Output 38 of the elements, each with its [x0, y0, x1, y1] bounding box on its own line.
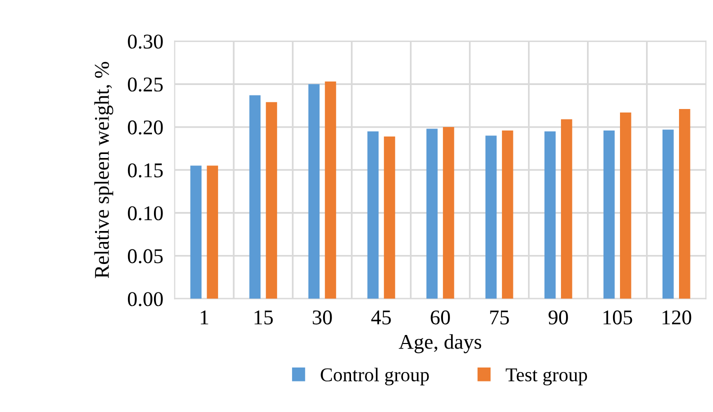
bar: [308, 84, 320, 299]
bar: [442, 127, 454, 299]
legend-label: Control group: [320, 368, 429, 386]
bar: [620, 112, 632, 299]
bar: [662, 130, 674, 299]
y-axis-title: Relative spleen weight, %: [94, 62, 114, 278]
bar: [679, 109, 690, 299]
bar: [603, 130, 615, 299]
x-tick-label: 120: [662, 310, 692, 324]
x-tick-label: 1: [200, 310, 208, 324]
x-axis-title: Age, days: [398, 334, 482, 354]
bar: [544, 131, 556, 299]
bar: [324, 82, 336, 299]
bar: [502, 130, 514, 299]
x-tick-label: 75: [490, 310, 509, 324]
bar: [367, 131, 379, 299]
y-tick-label: 0.15: [128, 163, 163, 178]
legend-label: Test group: [506, 368, 588, 386]
x-tick-label: 105: [604, 310, 632, 324]
x-tick-label: 15: [254, 310, 273, 324]
x-tick-label: 30: [312, 310, 332, 324]
x-tick-label: 90: [548, 310, 568, 324]
y-tick-label: 0.10: [128, 206, 163, 220]
bar: [190, 166, 202, 299]
y-tick-label: 0.00: [128, 292, 163, 306]
bar: [426, 128, 438, 299]
y-tick-label: 0.30: [128, 34, 163, 49]
bar: [560, 119, 572, 299]
bar: [266, 102, 278, 299]
bar: [249, 95, 261, 299]
x-tick-label: 45: [371, 310, 391, 324]
bar: [485, 136, 497, 299]
x-tick-label: 60: [430, 310, 450, 324]
y-tick-label: 0.20: [128, 120, 163, 135]
y-tick-label: 0.05: [128, 249, 163, 264]
bar: [384, 136, 396, 299]
bar: [206, 166, 218, 299]
y-tick-label: 0.25: [128, 77, 163, 92]
